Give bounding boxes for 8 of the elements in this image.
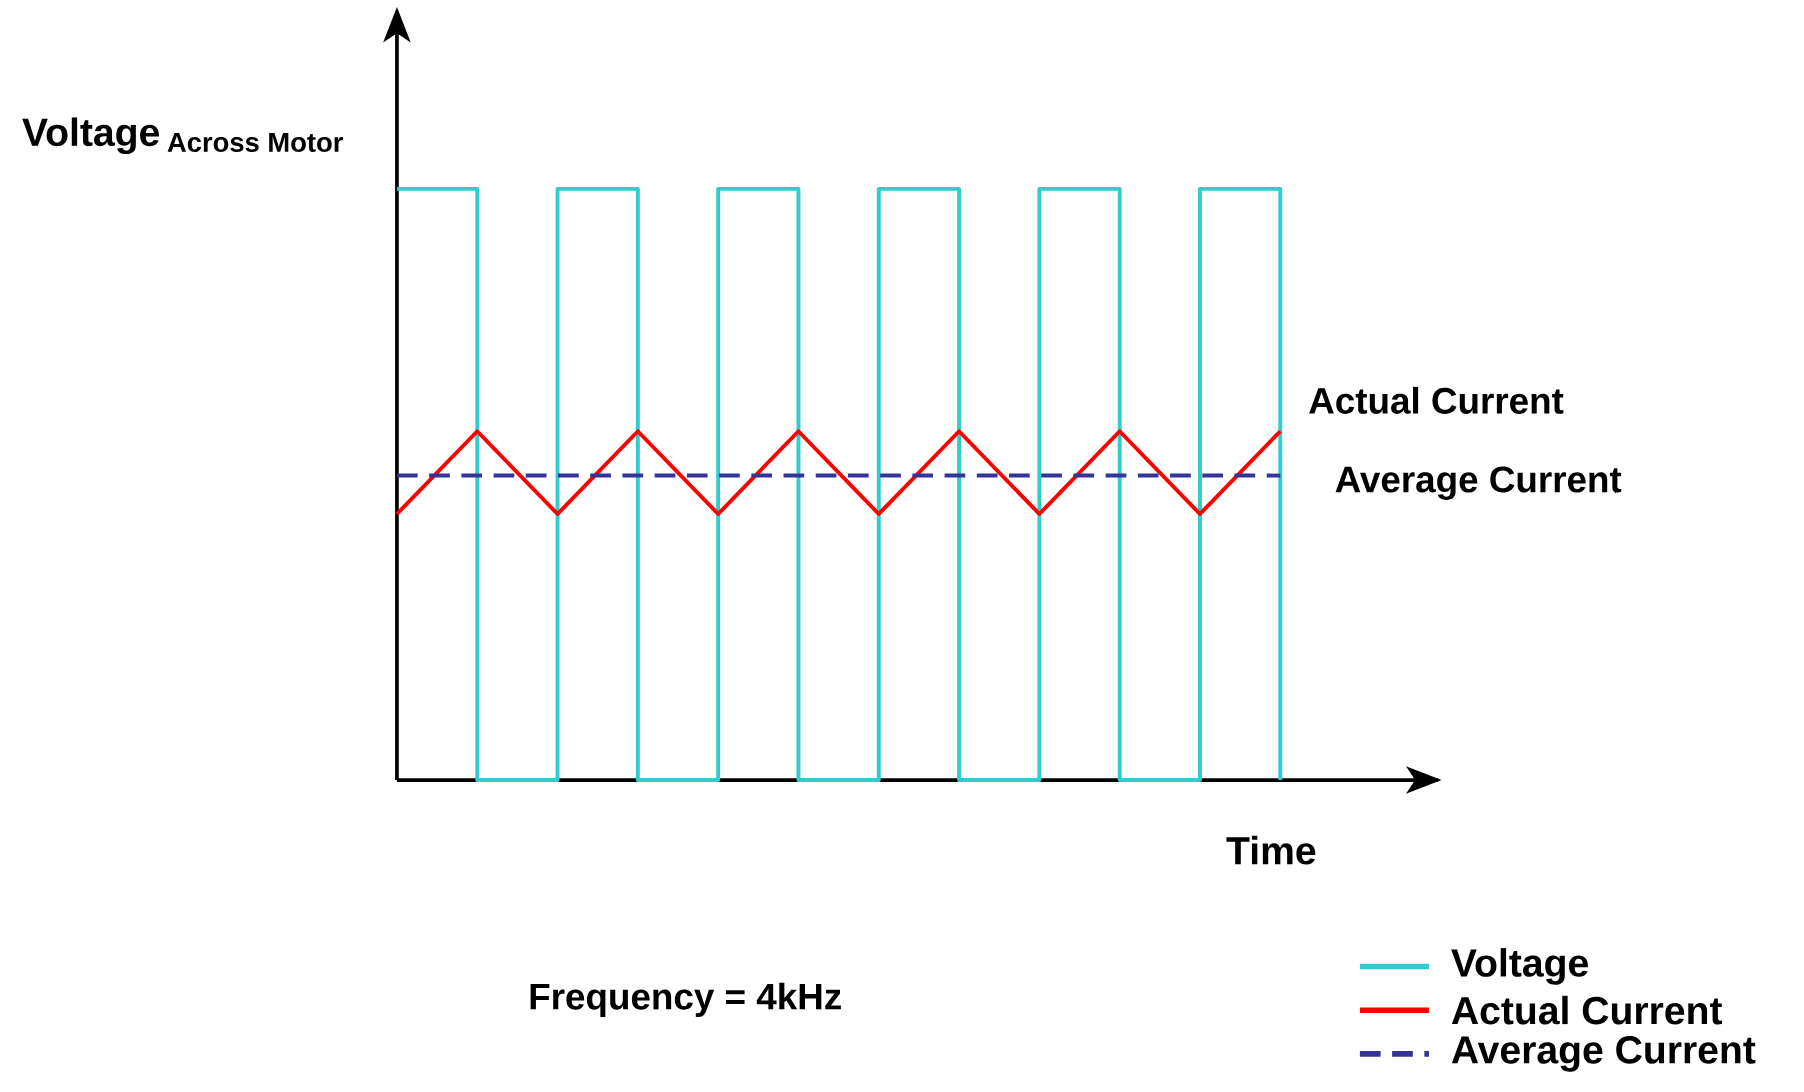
text: Frequency = 4kHz [530,982,841,1018]
legend-label: Voltage [1451,948,1588,985]
y-axis-title: $\textbf{Voltage}\,_{\textbf{Across Motor}}$ [22,117,343,155]
text: Actual Current [1309,386,1564,414]
x-axis-title: Time [1226,835,1316,865]
text: Average Current [1335,466,1622,501]
legend-label: Average Current [1451,1036,1756,1072]
legend-label: Actual Current [1451,995,1723,1025]
